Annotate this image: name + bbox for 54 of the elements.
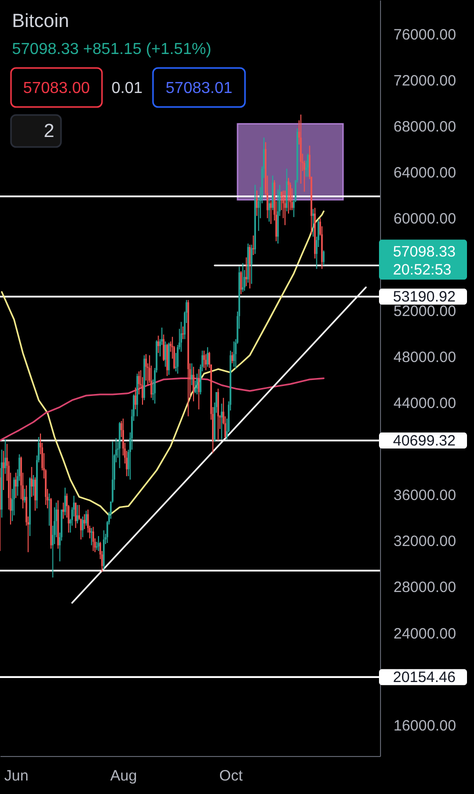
candlestick bbox=[288, 177, 290, 214]
candlestick bbox=[4, 438, 6, 474]
ref-line-label: 20154.46 bbox=[393, 669, 456, 686]
candlestick bbox=[24, 488, 26, 504]
candlestick bbox=[192, 366, 194, 402]
candlestick bbox=[220, 403, 223, 440]
candlestick bbox=[2, 450, 4, 490]
text: 57098.33 +851.15 (+1.51%) bbox=[12, 41, 212, 58]
y-tick-label: 76000.00 bbox=[394, 26, 456, 44]
y-tick-label: 16000.00 bbox=[394, 717, 456, 734]
ref-line-label: 40699.32 bbox=[393, 432, 456, 450]
y-tick-label: 36000.00 bbox=[394, 487, 456, 504]
candlestick bbox=[138, 370, 140, 395]
y-tick-label: 60000.00 bbox=[394, 210, 456, 228]
candlestick bbox=[145, 354, 147, 382]
candlestick bbox=[312, 208, 314, 238]
y-tick-label: 44000.00 bbox=[394, 394, 456, 412]
text: 57098.33 bbox=[393, 244, 456, 261]
y-tick-label: 68000.00 bbox=[394, 118, 456, 136]
candlestick bbox=[92, 526, 94, 552]
candlestick bbox=[98, 536, 100, 552]
candlestick bbox=[284, 190, 286, 226]
candlestick bbox=[252, 234, 254, 256]
candlestick bbox=[48, 492, 50, 526]
candlestick bbox=[256, 190, 258, 216]
text: 20:52:53 bbox=[393, 262, 452, 279]
candlestick bbox=[240, 270, 242, 295]
annotation: 57083.00 bbox=[23, 80, 90, 97]
text: Bitcoin bbox=[12, 11, 70, 32]
y-tick-label: 64000.00 bbox=[394, 164, 456, 182]
candlestick bbox=[85, 510, 88, 526]
candlestick bbox=[62, 502, 64, 520]
candlestick bbox=[322, 250, 325, 266]
candlestick bbox=[203, 350, 205, 368]
candlestick bbox=[82, 516, 84, 538]
candlestick bbox=[84, 514, 86, 530]
candlestick bbox=[300, 114, 302, 184]
candlestick bbox=[90, 527, 92, 546]
y-tick-label: 24000.00 bbox=[394, 625, 456, 642]
x-tick-label: Jun bbox=[4, 768, 28, 784]
x-tick-label: Aug bbox=[110, 768, 137, 784]
y-tick-label: 28000.00 bbox=[394, 579, 456, 596]
annotation: 0.01 bbox=[111, 80, 143, 97]
y-tick-label: 48000.00 bbox=[394, 348, 456, 366]
candlestick bbox=[245, 256, 248, 287]
y-tick-label: 32000.00 bbox=[394, 533, 456, 550]
candlestick bbox=[76, 504, 78, 524]
candlestick bbox=[134, 387, 136, 410]
x-tick-label: Oct bbox=[219, 768, 244, 784]
annotation: 57083.01 bbox=[166, 80, 232, 97]
candlestick bbox=[206, 346, 208, 368]
y-tick-label: 72000.00 bbox=[394, 72, 456, 90]
annotation: 2 bbox=[44, 121, 54, 142]
candlestick bbox=[182, 326, 184, 340]
